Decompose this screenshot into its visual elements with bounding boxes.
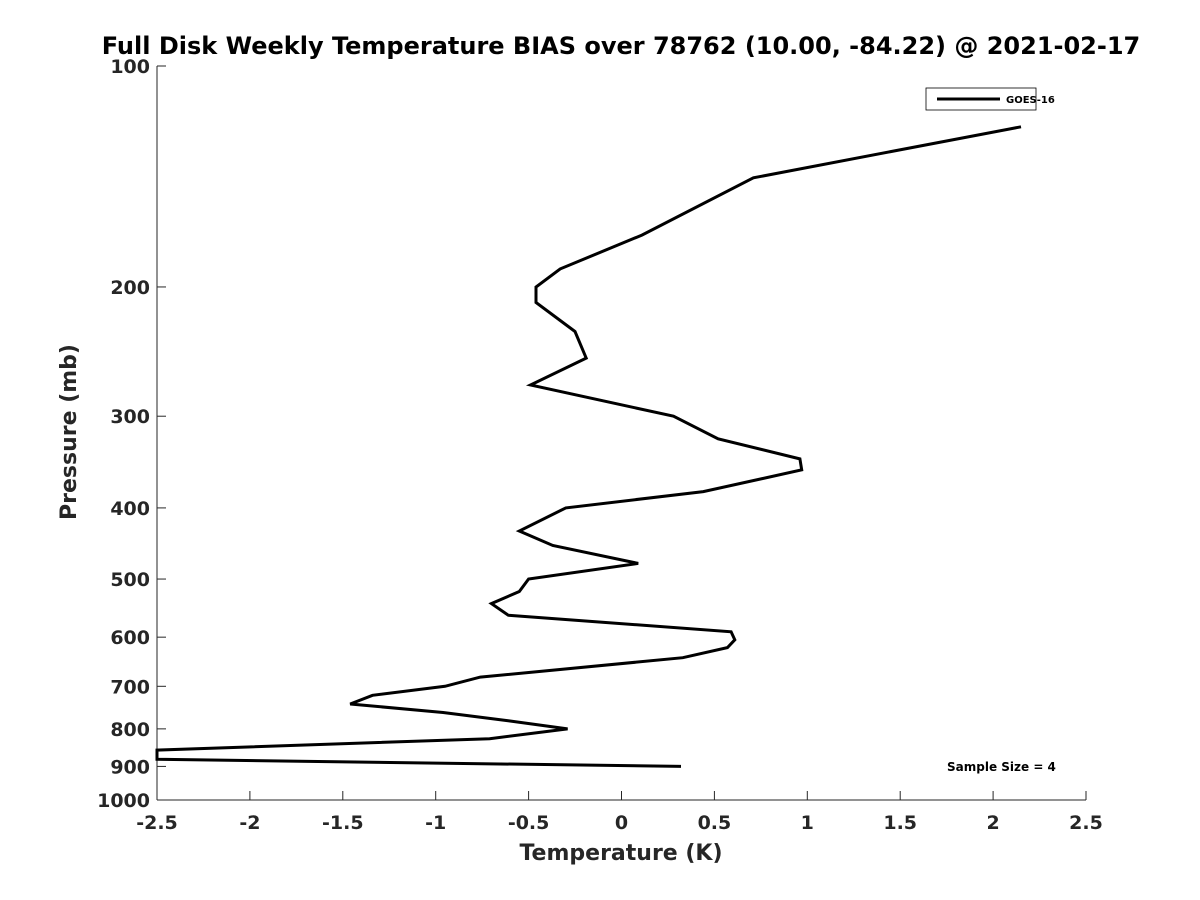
x-tick-label: 1.5 <box>883 812 917 834</box>
y-tick-label: 500 <box>110 569 150 591</box>
y-tick-label: 700 <box>110 676 150 698</box>
x-tick-label: 1 <box>801 812 814 834</box>
sample-size-annotation: Sample Size = 4 <box>947 760 1056 774</box>
x-tick-label: 2.5 <box>1069 812 1103 834</box>
x-tick-label: -2 <box>239 812 260 834</box>
y-axis-label: Pressure (mb) <box>57 344 82 520</box>
x-axis-label: Temperature (K) <box>519 841 722 866</box>
plot-axes <box>156 66 1086 801</box>
y-tick-label: 800 <box>110 719 150 741</box>
y-tick-label: 1000 <box>97 790 150 812</box>
y-axis-ticks: 100 200 300 400 500 600 700 800 900 1000 <box>97 56 166 812</box>
y-tick-label: 400 <box>110 498 150 520</box>
x-tick-label: -1 <box>425 812 446 834</box>
y-tick-label: 200 <box>110 277 150 299</box>
x-tick-label: -2.5 <box>136 812 178 834</box>
legend: GOES-16 <box>925 87 1055 111</box>
y-tick-label: 900 <box>110 756 150 778</box>
x-tick-label: -0.5 <box>508 812 550 834</box>
series-layer <box>155 125 1022 768</box>
y-tick-label: 600 <box>110 627 150 649</box>
series-line-goes-16 <box>155 125 1022 768</box>
x-tick-label: 2 <box>986 812 999 834</box>
y-tick-label: 100 <box>110 56 150 78</box>
chart-title: Full Disk Weekly Temperature BIAS over 7… <box>102 32 1141 60</box>
x-tick-label: 0.5 <box>698 812 732 834</box>
x-tick-label: -1.5 <box>322 812 364 834</box>
y-tick-label: 300 <box>110 406 150 428</box>
x-tick-label: 0 <box>615 812 628 834</box>
legend-label: GOES-16 <box>1006 95 1055 106</box>
x-axis-ticks: -2.5 -2 -1.5 -1 -0.5 0 0.5 1 1.5 2 2.5 <box>136 791 1103 834</box>
